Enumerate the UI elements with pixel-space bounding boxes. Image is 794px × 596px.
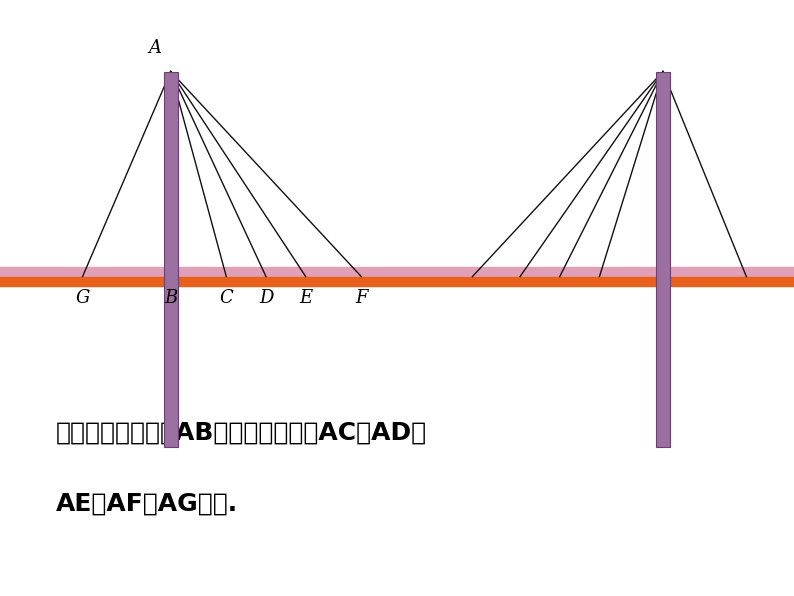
Text: B: B [164, 289, 177, 307]
Text: D: D [259, 289, 273, 307]
Text: AE、AF、AG的长.: AE、AF、AG的长. [56, 492, 237, 516]
Bar [656, 72, 670, 447]
Text: A: A [148, 39, 161, 57]
Text: 已知桥面以上索塔AB的高，怎样计算AC、AD、: 已知桥面以上索塔AB的高，怎样计算AC、AD、 [56, 420, 426, 444]
Text: E: E [299, 289, 312, 307]
Text: G: G [75, 289, 90, 307]
Text: F: F [355, 289, 368, 307]
Bar [164, 72, 178, 447]
Text: C: C [219, 289, 233, 307]
